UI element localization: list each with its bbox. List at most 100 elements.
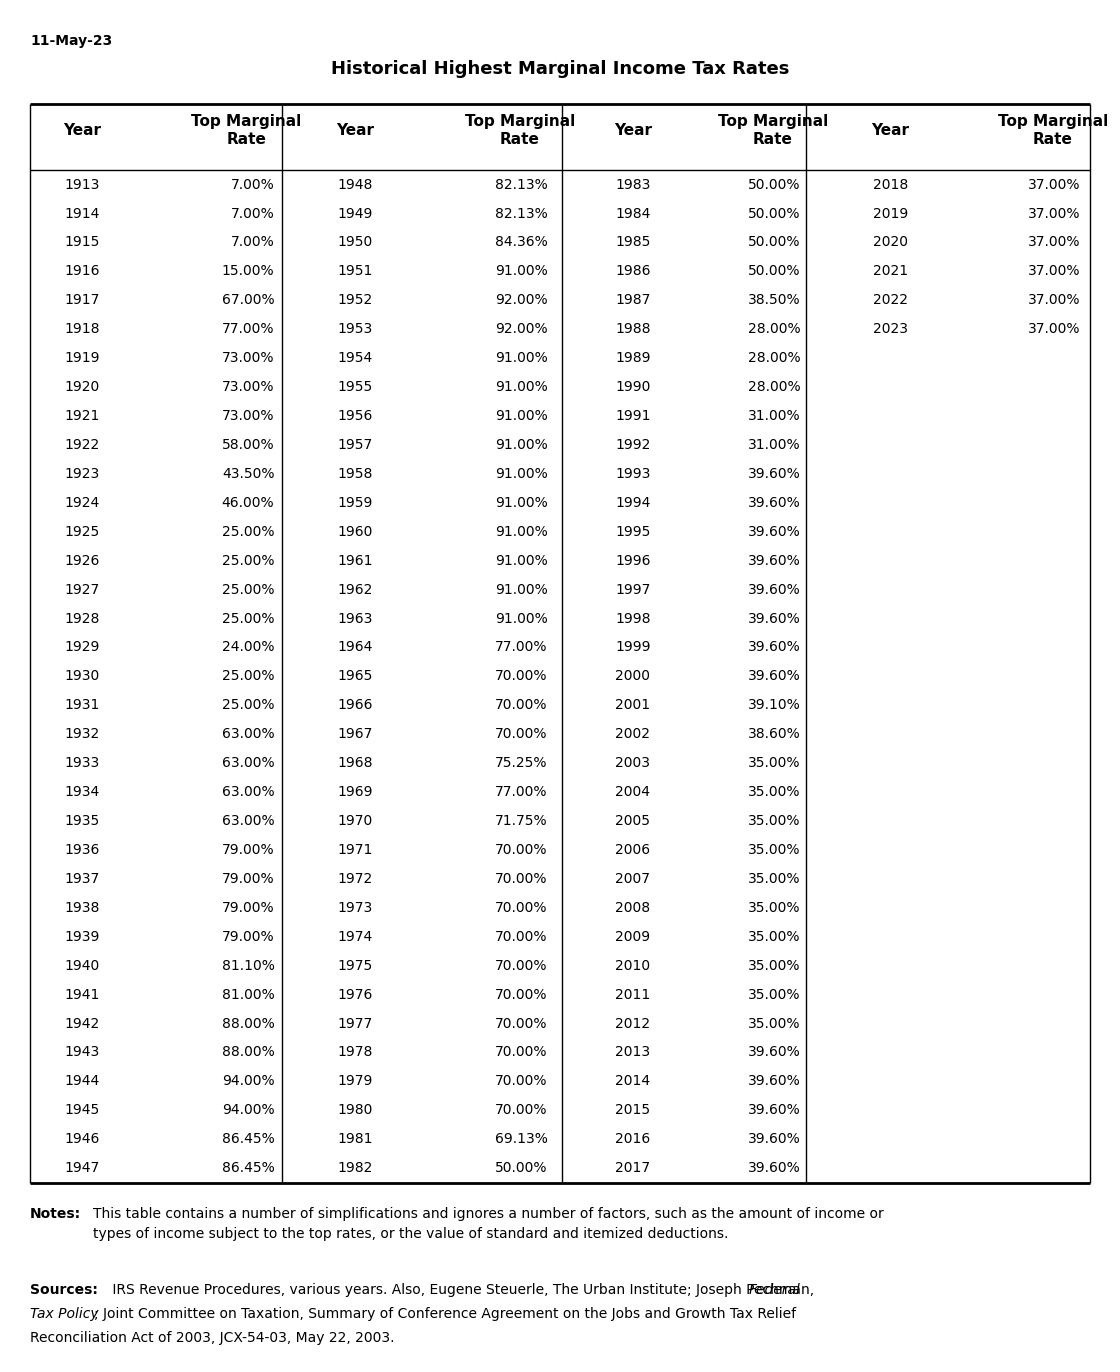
Text: 86.45%: 86.45% [222, 1161, 274, 1176]
Text: 63.00%: 63.00% [222, 756, 274, 770]
Text: 35.00%: 35.00% [748, 756, 801, 770]
Text: 25.00%: 25.00% [222, 524, 274, 539]
Text: 2012: 2012 [615, 1017, 651, 1030]
Text: 39.60%: 39.60% [748, 612, 801, 626]
Text: 1952: 1952 [337, 294, 373, 307]
Text: 91.00%: 91.00% [495, 380, 548, 394]
Text: 1927: 1927 [64, 583, 100, 597]
Text: 1976: 1976 [337, 988, 373, 1002]
Text: 2002: 2002 [615, 727, 651, 741]
Text: 1914: 1914 [64, 207, 100, 221]
Text: 1942: 1942 [64, 1017, 100, 1030]
Text: 37.00%: 37.00% [1028, 322, 1081, 336]
Text: Year: Year [63, 123, 101, 137]
Text: 24.00%: 24.00% [222, 641, 274, 654]
Text: 2017: 2017 [615, 1161, 651, 1176]
Text: 1935: 1935 [64, 814, 100, 829]
Text: 1963: 1963 [337, 612, 373, 626]
Text: 1968: 1968 [337, 756, 373, 770]
Text: 25.00%: 25.00% [222, 670, 274, 683]
Text: 2006: 2006 [615, 842, 651, 858]
Text: 2013: 2013 [615, 1045, 651, 1059]
Text: 91.00%: 91.00% [495, 554, 548, 568]
Text: 31.00%: 31.00% [748, 438, 801, 451]
Text: 35.00%: 35.00% [748, 785, 801, 799]
Text: 1980: 1980 [337, 1103, 373, 1117]
Text: 35.00%: 35.00% [748, 814, 801, 829]
Text: 1993: 1993 [615, 466, 651, 482]
Text: 91.00%: 91.00% [495, 265, 548, 279]
Text: 39.60%: 39.60% [748, 1132, 801, 1146]
Text: Year: Year [614, 123, 652, 137]
Text: 1954: 1954 [337, 351, 373, 365]
Text: 1917: 1917 [64, 294, 100, 307]
Text: 1936: 1936 [64, 842, 100, 858]
Text: 35.00%: 35.00% [748, 959, 801, 973]
Text: 92.00%: 92.00% [495, 322, 548, 336]
Text: 70.00%: 70.00% [495, 727, 548, 741]
Text: 88.00%: 88.00% [222, 1017, 274, 1030]
Text: 37.00%: 37.00% [1028, 294, 1081, 307]
Text: 1991: 1991 [615, 409, 651, 423]
Text: 92.00%: 92.00% [495, 294, 548, 307]
Text: 63.00%: 63.00% [222, 727, 274, 741]
Text: 1975: 1975 [337, 959, 373, 973]
Text: 88.00%: 88.00% [222, 1045, 274, 1059]
Text: 1930: 1930 [64, 670, 100, 683]
Text: 2001: 2001 [615, 698, 651, 712]
Text: 94.00%: 94.00% [222, 1103, 274, 1117]
Text: 1997: 1997 [615, 583, 651, 597]
Text: 86.45%: 86.45% [222, 1132, 274, 1146]
Text: 1969: 1969 [337, 785, 373, 799]
Text: 7.00%: 7.00% [231, 207, 274, 221]
Text: 63.00%: 63.00% [222, 814, 274, 829]
Text: 1941: 1941 [64, 988, 100, 1002]
Text: 15.00%: 15.00% [222, 265, 274, 279]
Text: 91.00%: 91.00% [495, 409, 548, 423]
Text: 1996: 1996 [615, 554, 651, 568]
Text: 75.25%: 75.25% [495, 756, 548, 770]
Text: 1920: 1920 [64, 380, 100, 394]
Text: 69.13%: 69.13% [495, 1132, 548, 1146]
Text: 91.00%: 91.00% [495, 438, 548, 451]
Text: 25.00%: 25.00% [222, 554, 274, 568]
Text: Tax Policy: Tax Policy [30, 1306, 99, 1321]
Text: Top Marginal
Rate: Top Marginal Rate [718, 114, 828, 147]
Text: Top Marginal
Rate: Top Marginal Rate [998, 114, 1108, 147]
Text: 50.00%: 50.00% [748, 207, 801, 221]
Text: 1919: 1919 [64, 351, 100, 365]
Text: Historical Highest Marginal Income Tax Rates: Historical Highest Marginal Income Tax R… [330, 60, 790, 78]
Text: 2005: 2005 [615, 814, 651, 829]
Text: 94.00%: 94.00% [222, 1074, 274, 1088]
Text: 1932: 1932 [64, 727, 100, 741]
Text: Reconciliation Act of 2003, JCX-54-03, May 22, 2003.: Reconciliation Act of 2003, JCX-54-03, M… [30, 1331, 394, 1345]
Text: 1992: 1992 [615, 438, 651, 451]
Text: 1973: 1973 [337, 901, 373, 915]
Text: 25.00%: 25.00% [222, 583, 274, 597]
Text: 82.13%: 82.13% [495, 207, 548, 221]
Text: 1950: 1950 [337, 236, 373, 250]
Text: 1940: 1940 [64, 959, 100, 973]
Text: 1983: 1983 [615, 177, 651, 192]
Text: 91.00%: 91.00% [495, 466, 548, 482]
Text: 1979: 1979 [337, 1074, 373, 1088]
Text: 70.00%: 70.00% [495, 871, 548, 886]
Text: 1939: 1939 [64, 930, 100, 944]
Text: 31.00%: 31.00% [748, 409, 801, 423]
Text: 70.00%: 70.00% [495, 698, 548, 712]
Text: 1998: 1998 [615, 612, 651, 626]
Text: 2023: 2023 [872, 322, 908, 336]
Text: 1943: 1943 [64, 1045, 100, 1059]
Text: 1933: 1933 [64, 756, 100, 770]
Text: 39.60%: 39.60% [748, 524, 801, 539]
Text: 2009: 2009 [615, 930, 651, 944]
Text: 25.00%: 25.00% [222, 612, 274, 626]
Text: 35.00%: 35.00% [748, 871, 801, 886]
Text: 1923: 1923 [64, 466, 100, 482]
Text: 39.10%: 39.10% [748, 698, 801, 712]
Text: 79.00%: 79.00% [222, 842, 274, 858]
Text: 1929: 1929 [64, 641, 100, 654]
Text: 81.00%: 81.00% [222, 988, 274, 1002]
Text: 1961: 1961 [337, 554, 373, 568]
Text: 39.60%: 39.60% [748, 670, 801, 683]
